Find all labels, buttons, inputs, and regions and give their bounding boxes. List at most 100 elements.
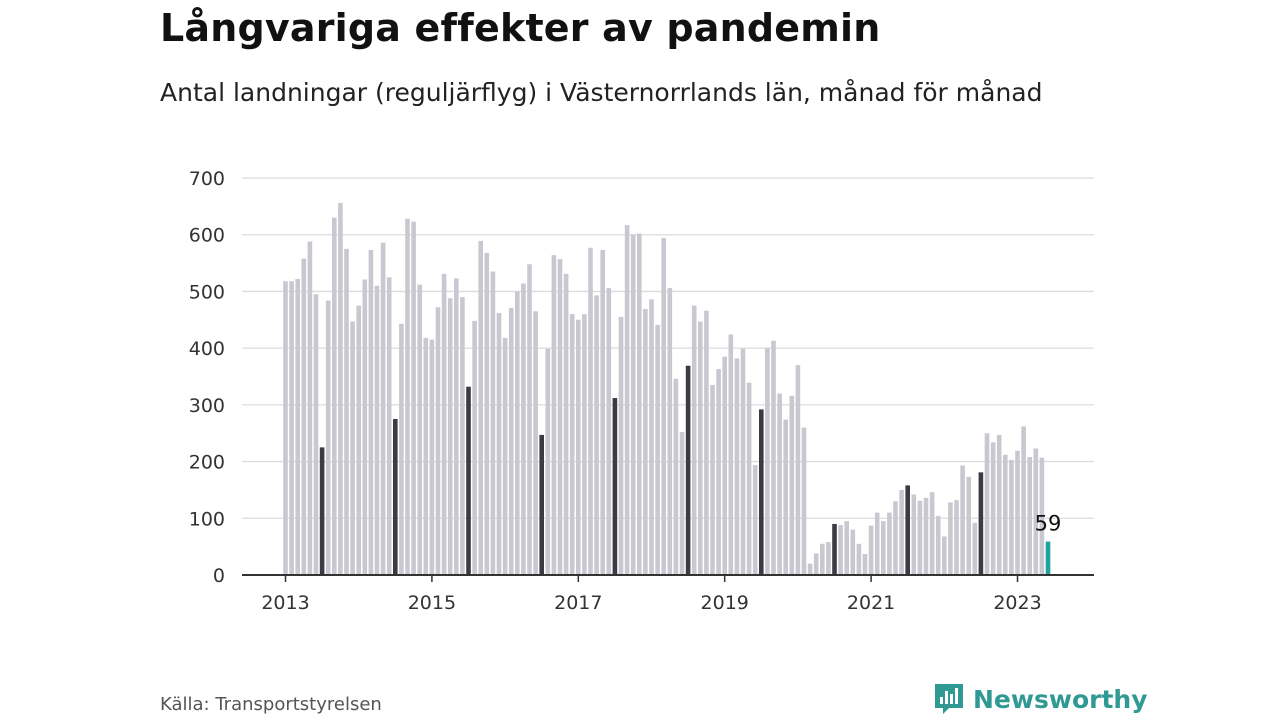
- bar: [588, 247, 593, 575]
- bar: [813, 553, 819, 575]
- bar: [722, 356, 727, 575]
- bar: [929, 492, 935, 575]
- bar: [710, 385, 715, 575]
- bar: [1045, 541, 1051, 575]
- bars: [283, 202, 1051, 576]
- bar: [734, 358, 740, 575]
- chart-subtitle: Antal landningar (reguljärflyg) i Väster…: [160, 78, 1043, 107]
- bar: [698, 321, 703, 575]
- x-tick-label: 2017: [554, 592, 602, 614]
- bar: [624, 225, 630, 575]
- bar: [954, 500, 959, 575]
- bar: [606, 288, 612, 575]
- bar: [472, 320, 477, 575]
- y-tick-label: 200: [189, 452, 225, 474]
- newsworthy-logo-icon: [935, 684, 963, 714]
- bar: [344, 248, 349, 575]
- bar: [679, 432, 685, 575]
- bar: [807, 563, 813, 575]
- bar: [502, 337, 508, 575]
- bar: [1033, 448, 1039, 575]
- bar: [655, 324, 660, 575]
- x-tick-label: 2019: [701, 592, 749, 614]
- y-tick-label: 400: [189, 338, 225, 360]
- bar: [1027, 457, 1032, 575]
- bar: [362, 279, 368, 575]
- bar: [893, 501, 898, 575]
- bar: [984, 433, 990, 575]
- x-axis: 2013 2015 2017 2019 2021 2023: [242, 574, 1094, 614]
- bar: [423, 337, 429, 575]
- y-tick-label: 300: [189, 395, 225, 417]
- bar: [295, 278, 300, 575]
- bar: [960, 465, 965, 575]
- bar: [460, 297, 465, 575]
- bar: [972, 522, 978, 575]
- bar: [301, 258, 307, 575]
- bar: [557, 259, 563, 575]
- y-tick-label: 500: [189, 281, 225, 303]
- bar: [966, 476, 971, 575]
- bar: [399, 323, 404, 575]
- bar: [313, 294, 319, 575]
- bar: [1039, 457, 1045, 575]
- bar: [515, 291, 520, 575]
- bar: [618, 316, 624, 575]
- bar: [307, 241, 313, 575]
- bar: [728, 334, 734, 575]
- bar: [332, 217, 337, 575]
- bar: [429, 339, 435, 575]
- y-tick-label: 600: [189, 225, 225, 247]
- bar: [356, 305, 361, 575]
- bar: [820, 543, 825, 575]
- bar: [563, 273, 569, 575]
- bar: [405, 218, 410, 575]
- bar: [716, 369, 721, 575]
- bar: [1015, 450, 1020, 575]
- bar: [911, 494, 917, 575]
- bar: [417, 284, 422, 575]
- bar: [527, 264, 532, 575]
- bar: [435, 307, 441, 575]
- bar: [746, 382, 752, 575]
- y-tick-label: 0: [213, 565, 225, 587]
- bar: [533, 311, 538, 575]
- bar: [325, 300, 331, 575]
- bar: [490, 271, 496, 575]
- y-axis-ticks: 0 100 200 300 400 500 600 700: [189, 168, 225, 587]
- x-tick-label: 2021: [847, 592, 895, 614]
- bar: [582, 314, 587, 575]
- bar: [521, 283, 526, 575]
- bar: [862, 554, 868, 575]
- bar: [338, 202, 343, 575]
- bar: [649, 299, 654, 575]
- bar: [844, 521, 849, 575]
- y-tick-label: 700: [189, 168, 225, 190]
- bar: [899, 489, 904, 575]
- bar: [386, 277, 392, 575]
- chart-title: Långvariga effekter av pandemin: [160, 6, 881, 50]
- bar: [508, 307, 514, 575]
- bar: [685, 365, 691, 575]
- bar: [795, 365, 801, 575]
- bar: [600, 250, 605, 575]
- bar: [801, 427, 807, 575]
- bar: [838, 525, 843, 575]
- bar: [777, 393, 782, 575]
- bar: [539, 434, 544, 575]
- bar: [594, 295, 599, 575]
- bar: [752, 464, 758, 575]
- bar: [759, 409, 764, 575]
- y-tick-label: 100: [189, 508, 225, 530]
- bar: [850, 529, 856, 575]
- bar: [826, 542, 831, 575]
- bar: [990, 442, 996, 575]
- bar: [319, 447, 325, 575]
- bar: [881, 521, 886, 575]
- bar: [942, 536, 947, 575]
- bar: [887, 512, 892, 575]
- bar: [411, 221, 416, 576]
- data-labels: 59: [1035, 512, 1062, 536]
- bar: [978, 472, 984, 575]
